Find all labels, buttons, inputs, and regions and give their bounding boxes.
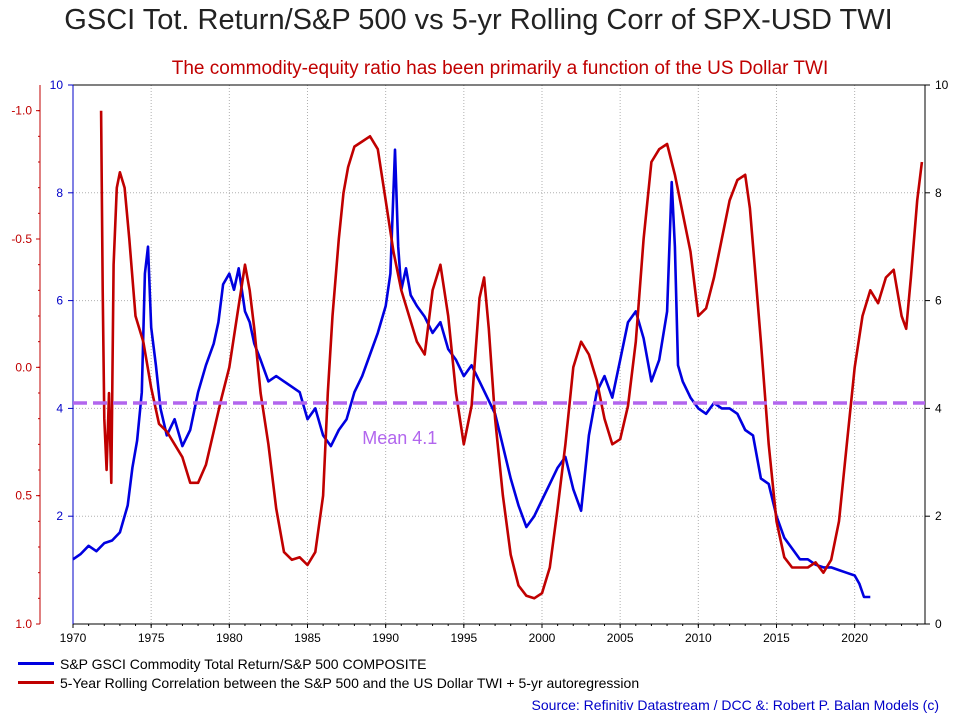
legend-label-gsci: S&P GSCI Commodity Total Return/S&P 500 … [60,655,427,672]
x-tick-label: 2015 [763,631,790,645]
right-tick-label: 4 [935,401,942,415]
mean-line-group: Mean 4.1 [73,401,925,448]
correlation-series-line [99,110,924,600]
x-tick-label: 2020 [841,631,868,645]
left-outer-tick-label: -0.5 [11,232,32,246]
right-tick-label: 2 [935,509,942,523]
x-tick-label: 1990 [372,631,399,645]
left-outer-tick-label: 0.0 [15,360,32,374]
x-tick-label: 1975 [138,631,165,645]
series-lines [72,110,924,600]
left-outer-tick-label: 1.0 [15,617,32,631]
x-tick-label: 2000 [529,631,556,645]
chart-title: GSCI Tot. Return/S&P 500 vs 5-yr Rolling… [64,4,893,36]
left-inner-tick-label: 4 [56,401,63,415]
mean-line-label: Mean 4.1 [362,428,437,448]
legend-label-correlation: 5-Year Rolling Correlation between the S… [60,674,640,691]
x-tick-label: 1970 [60,631,87,645]
x-tick-label: 1995 [450,631,477,645]
left-outer-tick-label: -1.0 [11,104,32,118]
right-tick-label: 8 [935,186,942,200]
source-note: Source: Refinitiv Datastream / DCC &: Ro… [531,697,939,713]
left-inner-tick-label: 2 [56,509,63,523]
chart-subtitle: The commodity-equity ratio has been prim… [171,58,829,79]
axes: 1970 1975 1980 1985 1990 1995 2000 2005 2010 2015… [11,78,948,645]
right-tick-label: 0 [935,617,942,631]
gsci-ratio-series-line [72,148,871,599]
x-tick-label: 1985 [294,631,321,645]
legend-swatch-correlation [18,681,54,684]
x-tick-label: 1980 [216,631,243,645]
legend-item: S&P GSCI Commodity Total Return/S&P 500 … [18,654,639,673]
legend-item: 5-Year Rolling Correlation between the S… [18,673,639,692]
left-inner-tick-label: 10 [50,78,64,92]
x-tick-label: 2010 [685,631,712,645]
left-inner-tick-label: 8 [56,186,63,200]
x-tick-label: 2005 [607,631,634,645]
right-tick-label: 10 [935,78,949,92]
left-outer-tick-label: 0.5 [15,489,32,503]
legend-swatch-gsci [18,662,54,665]
legend: S&P GSCI Commodity Total Return/S&P 500 … [18,654,639,692]
gridlines [73,85,925,624]
left-inner-tick-label: 6 [56,294,63,308]
plot-frame [72,84,926,625]
right-tick-label: 6 [935,294,942,308]
